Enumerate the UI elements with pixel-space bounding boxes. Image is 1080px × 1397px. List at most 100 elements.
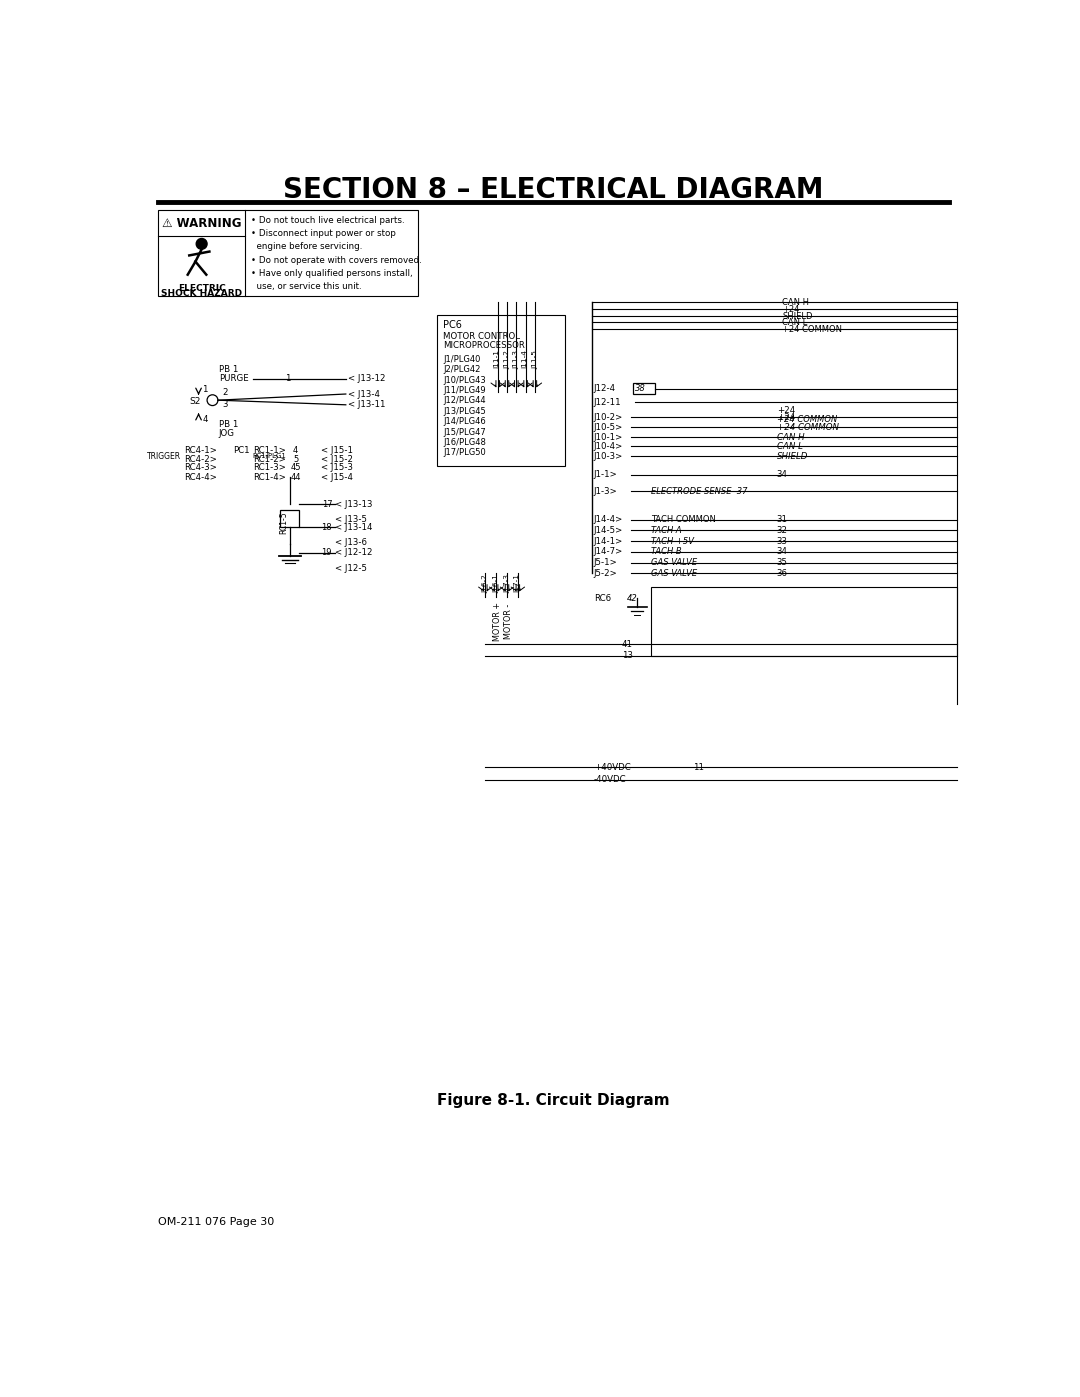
Text: use, or service this unit.: use, or service this unit.	[252, 282, 362, 291]
Text: SECTION 8 – ELECTRICAL DIAGRAM: SECTION 8 – ELECTRICAL DIAGRAM	[283, 176, 824, 204]
Text: 19: 19	[321, 548, 332, 557]
Text: ELECTRODE SENSE  37: ELECTRODE SENSE 37	[651, 486, 747, 496]
Text: J5-2>: J5-2>	[594, 569, 618, 578]
Text: SHIELD: SHIELD	[777, 451, 808, 461]
Text: J10-3>: J10-3>	[594, 451, 623, 461]
Text: CAN L: CAN L	[782, 319, 808, 327]
Text: 1: 1	[284, 374, 291, 383]
Text: +24: +24	[782, 305, 799, 314]
Text: TRIGGER: TRIGGER	[147, 451, 181, 461]
Text: J12/PLG44: J12/PLG44	[444, 397, 486, 405]
Text: -40VDC: -40VDC	[594, 775, 626, 784]
Text: OM-211 076 Page 30: OM-211 076 Page 30	[159, 1217, 274, 1227]
Text: PC1: PC1	[233, 446, 251, 455]
Text: RC1-2>: RC1-2>	[254, 455, 286, 464]
Text: engine before servicing.: engine before servicing.	[252, 243, 363, 251]
Text: RC1-4>: RC1-4>	[254, 472, 286, 482]
Text: < J13-12: < J13-12	[348, 374, 386, 383]
Text: J10-5>: J10-5>	[594, 423, 623, 432]
Text: J17-1: J17-1	[515, 574, 521, 592]
Text: RC4-3>: RC4-3>	[184, 464, 217, 472]
Text: 3: 3	[222, 401, 228, 409]
Text: PC6: PC6	[444, 320, 462, 331]
Text: J14-7>: J14-7>	[594, 548, 623, 556]
Text: < J13-11: < J13-11	[348, 401, 386, 409]
Text: • Do not operate with covers removed.: • Do not operate with covers removed.	[252, 256, 422, 264]
Text: J16-2: J16-2	[483, 574, 488, 592]
Text: MOTOR +: MOTOR +	[494, 602, 502, 641]
Text: J15/PLG47: J15/PLG47	[444, 427, 486, 437]
Text: TACH COMMON: TACH COMMON	[651, 515, 716, 524]
Text: RC1/PLG1: RC1/PLG1	[253, 453, 286, 458]
Text: J13/PLG45: J13/PLG45	[444, 407, 486, 416]
Text: 38: 38	[635, 384, 646, 393]
Text: 31: 31	[777, 515, 787, 524]
Text: J16/PLG48: J16/PLG48	[444, 439, 486, 447]
Text: J11/PLG49: J11/PLG49	[444, 386, 486, 395]
Bar	[651, 587, 957, 655]
Text: 4: 4	[293, 446, 298, 455]
Text: 32: 32	[777, 525, 787, 535]
Text: 35: 35	[777, 559, 787, 567]
Text: J17/PLG50: J17/PLG50	[444, 448, 486, 457]
Text: +24 COMMON: +24 COMMON	[782, 326, 842, 334]
Text: • Do not touch live electrical parts.: • Do not touch live electrical parts.	[252, 217, 405, 225]
Text: PURGE: PURGE	[218, 374, 248, 383]
Text: 17: 17	[323, 500, 333, 509]
Text: < J13-14: < J13-14	[335, 522, 373, 532]
Text: +40VDC: +40VDC	[594, 763, 631, 773]
Text: 44: 44	[291, 472, 301, 482]
Text: < J13-4: < J13-4	[348, 390, 380, 398]
Text: TACH +5V: TACH +5V	[651, 536, 694, 546]
Text: J12-4: J12-4	[594, 384, 616, 393]
Text: < J12-12: < J12-12	[335, 548, 373, 557]
Text: PB 1: PB 1	[218, 420, 238, 429]
Text: < J12-5: < J12-5	[335, 563, 367, 573]
Text: GAS VALVE: GAS VALVE	[651, 569, 698, 578]
Text: RC1-1>: RC1-1>	[254, 446, 286, 455]
Text: J11-5: J11-5	[532, 349, 538, 369]
Text: 34: 34	[777, 471, 787, 479]
Text: J1/PLG40: J1/PLG40	[444, 355, 481, 363]
Text: RC4-2>: RC4-2>	[184, 455, 217, 464]
Text: 34: 34	[777, 548, 787, 556]
Text: RC1-5: RC1-5	[280, 511, 288, 535]
Text: J11-2: J11-2	[504, 349, 510, 369]
Text: • Have only qualified persons install,: • Have only qualified persons install,	[252, 268, 413, 278]
Text: Figure 8-1. Circuit Diagram: Figure 8-1. Circuit Diagram	[437, 1094, 670, 1108]
Text: JOG: JOG	[218, 429, 234, 437]
Text: 2: 2	[222, 388, 228, 397]
Text: 11: 11	[693, 763, 704, 773]
Text: J14/PLG46: J14/PLG46	[444, 418, 486, 426]
Text: GAS VALVE: GAS VALVE	[651, 559, 698, 567]
Text: RC4-1>: RC4-1>	[184, 446, 217, 455]
Text: 36: 36	[777, 569, 787, 578]
Bar	[280, 510, 299, 527]
Text: J14-5>: J14-5>	[594, 525, 623, 535]
Bar	[633, 383, 656, 394]
Bar	[437, 316, 565, 465]
Text: TACH A: TACH A	[651, 525, 681, 535]
Text: 4: 4	[202, 415, 208, 423]
Bar	[159, 210, 418, 296]
Text: CAN L: CAN L	[777, 441, 802, 451]
Text: < J15-2: < J15-2	[321, 455, 353, 464]
Text: RC6: RC6	[594, 594, 611, 602]
Text: +24: +24	[777, 405, 795, 415]
Text: 33: 33	[777, 536, 787, 546]
Text: +24 COMMON: +24 COMMON	[777, 415, 837, 423]
Text: • Disconnect input power or stop: • Disconnect input power or stop	[252, 229, 396, 239]
Circle shape	[197, 239, 207, 249]
Text: 42: 42	[627, 594, 638, 602]
Text: J16-1: J16-1	[494, 574, 499, 592]
Text: PB 1: PB 1	[218, 365, 238, 374]
Text: < J13-6: < J13-6	[335, 538, 367, 548]
Text: < J13-13: < J13-13	[335, 500, 373, 509]
Text: J14-1>: J14-1>	[594, 536, 623, 546]
Text: < J15-1: < J15-1	[321, 446, 353, 455]
Text: SHIELD: SHIELD	[782, 312, 812, 321]
Text: MICROPROCESSOR: MICROPROCESSOR	[444, 341, 525, 351]
Text: J1-1>: J1-1>	[594, 471, 618, 479]
Text: MOTOR CONTROL: MOTOR CONTROL	[444, 331, 521, 341]
Text: TACH B: TACH B	[651, 548, 681, 556]
